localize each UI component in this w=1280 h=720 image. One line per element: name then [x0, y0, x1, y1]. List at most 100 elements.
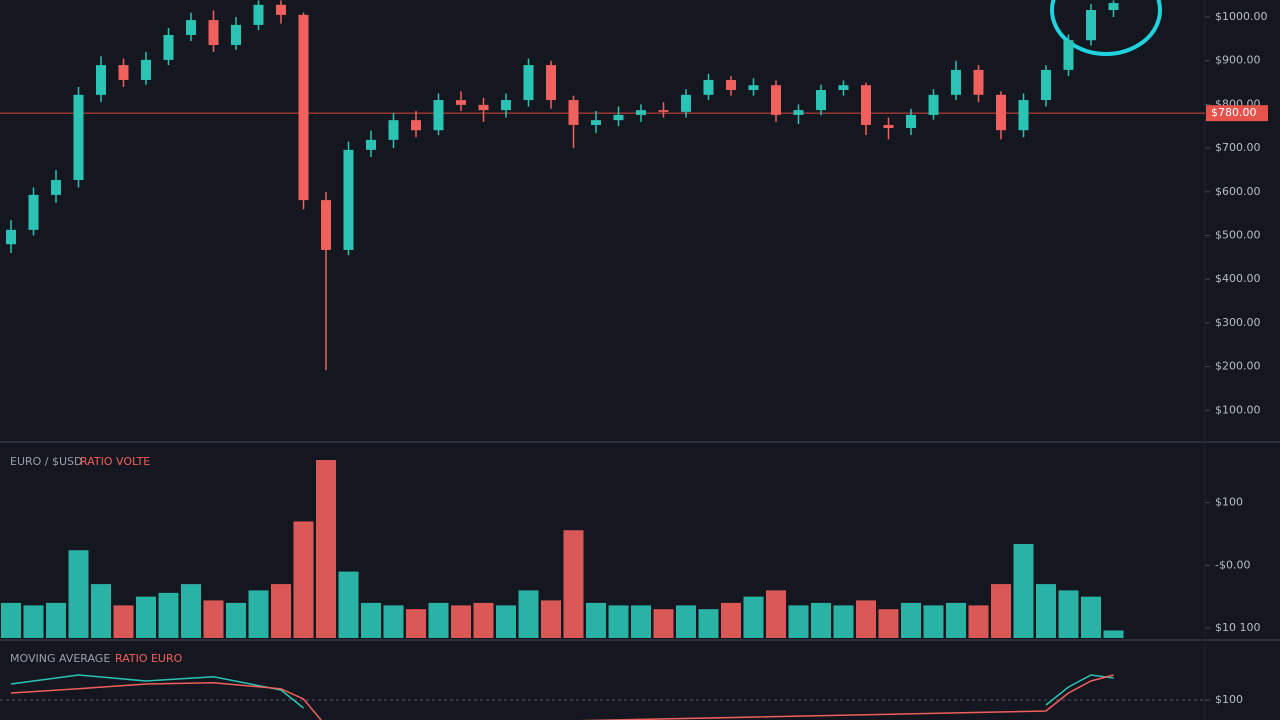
- volume-bar: [991, 584, 1011, 638]
- volume-bar: [248, 590, 269, 638]
- candle-body: [748, 85, 759, 91]
- y-tick-label: $10 100: [1215, 621, 1261, 634]
- candle-body: [28, 194, 39, 230]
- volume-bar: [383, 605, 404, 638]
- candle-body: [703, 79, 714, 95]
- volume-bar: [833, 605, 854, 638]
- candle-body: [51, 180, 61, 195]
- volume-bar: [788, 605, 809, 638]
- y-tick-label: $600.00: [1215, 185, 1261, 198]
- indicator-line: [10, 674, 1114, 720]
- volume-bar: [968, 605, 989, 638]
- volume-bar: [721, 602, 741, 638]
- volume-bar: [68, 550, 89, 638]
- candle-body: [231, 24, 241, 46]
- candle-body: [456, 100, 466, 105]
- candle-body: [883, 124, 894, 129]
- candle-body: [276, 4, 286, 15]
- candle-body: [568, 100, 579, 125]
- volume-bar: [181, 584, 201, 638]
- candle-body: [973, 69, 984, 95]
- volume-bar: [1036, 584, 1056, 638]
- candle-body: [658, 110, 669, 112]
- volume-bar: [698, 609, 719, 638]
- volume-bar: [113, 605, 134, 638]
- volume-bar: [811, 602, 831, 638]
- candle-body: [411, 120, 421, 131]
- candle-body: [118, 65, 129, 80]
- candle-body: [928, 94, 939, 115]
- candle-body: [478, 104, 489, 111]
- candle-body: [163, 34, 174, 60]
- volume-bar: [1103, 630, 1124, 638]
- candle-body: [208, 20, 219, 46]
- y-tick-label: $1000.00: [1215, 10, 1268, 23]
- candle-body: [906, 114, 916, 129]
- volume-bar: [1, 602, 21, 638]
- y-tick-label: $100: [1215, 496, 1243, 509]
- volume-bar: [158, 592, 179, 638]
- volume-bar: [46, 602, 66, 638]
- volume-bar: [428, 602, 449, 638]
- volume-bar: [518, 590, 539, 638]
- candle-body: [96, 65, 106, 95]
- candle-body: [546, 65, 556, 101]
- candle-body: [613, 114, 624, 121]
- volume-bar: [1058, 590, 1079, 638]
- volume-bar: [676, 605, 696, 638]
- indicator-subtitle: RATIO EURO: [115, 652, 183, 665]
- indicator-line: [10, 674, 1114, 709]
- volume-bar: [496, 605, 516, 638]
- volume-bar: [901, 602, 921, 638]
- candle-body: [343, 149, 354, 250]
- candle-body: [1063, 40, 1074, 70]
- volume-title: EURO / $USD: [10, 455, 83, 468]
- candle-body: [388, 120, 399, 140]
- volume-bar: [586, 602, 606, 638]
- volume-bar: [136, 596, 156, 638]
- volume-bar: [338, 571, 359, 638]
- y-tick-label: $900.00: [1215, 54, 1261, 67]
- candle-body: [681, 94, 691, 112]
- volume-bar: [226, 602, 246, 638]
- volume-bar: [653, 609, 674, 638]
- candle-body: [1108, 3, 1119, 11]
- volume-bar: [856, 600, 876, 638]
- volume-bar: [91, 584, 111, 638]
- candle-body: [186, 20, 196, 35]
- volume-bar: [23, 605, 44, 638]
- candle-body: [771, 85, 781, 115]
- volume-bar: [451, 605, 471, 638]
- volume-bar: [563, 530, 584, 638]
- volume-bar: [361, 602, 381, 638]
- candle-body: [838, 85, 849, 91]
- candle-body: [73, 94, 84, 181]
- volume-bar: [923, 605, 944, 638]
- candle-body: [6, 229, 16, 245]
- y-tick-label: $500.00: [1215, 229, 1261, 242]
- volume-bar: [541, 600, 561, 638]
- volume-bar: [316, 460, 336, 638]
- last-price-label: $780.00: [1211, 106, 1257, 119]
- indicator: [10, 674, 1114, 720]
- y-tick-label: $300.00: [1215, 316, 1261, 329]
- volume-bar: [473, 602, 494, 638]
- candles: [0, 0, 1205, 371]
- volume-bar: [293, 521, 314, 638]
- candle-body: [433, 100, 444, 131]
- candle-body: [321, 200, 331, 250]
- last-price-tag: [1206, 105, 1268, 122]
- candle-body: [1041, 69, 1051, 101]
- candle-body: [298, 14, 309, 201]
- y-tick-label: $700.00: [1215, 141, 1261, 154]
- candle-body: [816, 90, 826, 111]
- indicator-title: MOVING AVERAGE: [10, 652, 110, 665]
- y-tick-label: $100.00: [1215, 403, 1261, 416]
- candle-body: [253, 4, 264, 25]
- candle-body: [366, 139, 376, 150]
- volume-bar: [406, 609, 426, 638]
- highlight-circle: [1050, 0, 1162, 56]
- y-tick-label: -$0.00: [1215, 558, 1250, 571]
- candle-body: [1018, 100, 1029, 131]
